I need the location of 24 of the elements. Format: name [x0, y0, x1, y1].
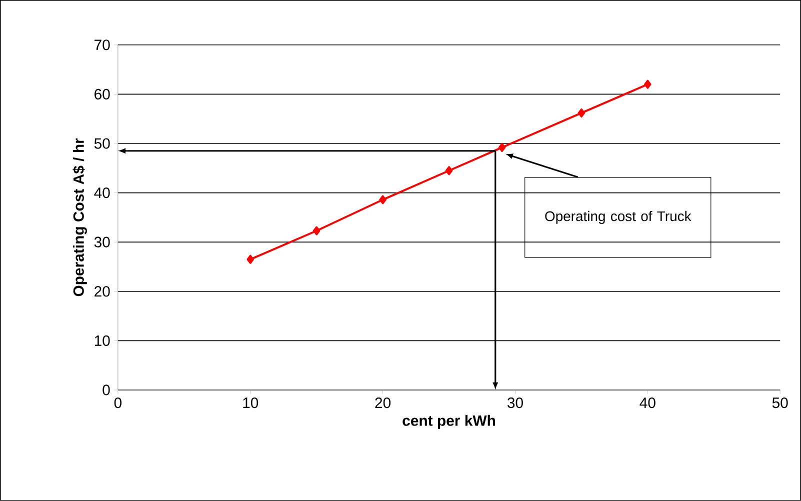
annotation: Operating cost of Truck	[545, 210, 692, 224]
point	[578, 108, 586, 118]
point	[246, 254, 254, 264]
y-tick-label: 10	[94, 335, 110, 346]
point	[445, 166, 453, 176]
point	[498, 142, 506, 152]
y-tick-label: 70	[94, 40, 110, 50]
point	[312, 226, 320, 236]
y-tick-label: 0	[102, 384, 110, 396]
y-tick-label: 50	[94, 138, 110, 149]
y-axis-title: Operating Cost A$ / hr	[72, 138, 87, 296]
y-tick-label: 20	[94, 286, 110, 297]
x-tick-label: 40	[640, 398, 656, 408]
point	[644, 80, 652, 89]
y-tick-label: 30	[94, 236, 110, 248]
point	[379, 195, 386, 204]
y-tick-label: 60	[94, 88, 110, 100]
x-tick-label: 0	[114, 398, 122, 408]
x-tick-label: 20	[375, 398, 391, 408]
x-tick-label: 50	[772, 398, 788, 408]
x-tick-label: 30	[507, 398, 523, 408]
x-tick-label: 10	[243, 398, 258, 408]
y-tick-label: 40	[94, 188, 110, 198]
x-axis-title: cent per kWh	[402, 414, 496, 429]
